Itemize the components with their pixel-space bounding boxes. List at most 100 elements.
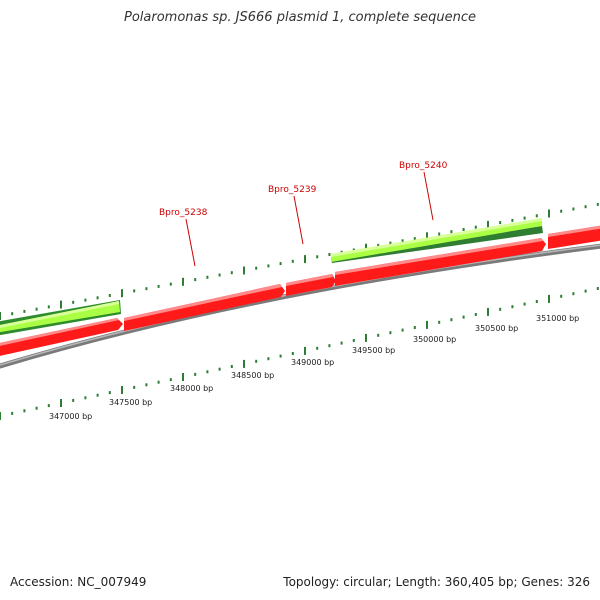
upper-track-minor-tick <box>596 202 599 206</box>
annotation-feature-left-highlight <box>0 301 119 328</box>
upper-track-minor-tick <box>450 230 453 234</box>
annotation-feature-left[interactable] <box>0 300 121 336</box>
lower-track-major-tick <box>60 399 62 407</box>
accession-text: Accession: NC_007949 <box>10 575 147 589</box>
lower-tick-track <box>0 287 599 420</box>
upper-track-major-tick <box>426 232 428 241</box>
upper-track-minor-tick <box>267 264 270 268</box>
upper-track-minor-tick <box>316 255 319 259</box>
lower-track-minor-tick <box>450 318 453 322</box>
lower-track-minor-tick <box>596 287 599 290</box>
backbone-line <box>0 243 600 369</box>
upper-track-minor-tick <box>169 282 172 286</box>
gene-arrow-bpro5239-body <box>286 274 336 296</box>
position-label-348500: 348500 bp <box>231 371 274 380</box>
lower-track-minor-tick <box>157 380 160 384</box>
upper-track-major-tick <box>243 266 245 275</box>
lower-track-minor-tick <box>535 300 538 303</box>
gene-label-bpro5239-leader <box>293 195 304 245</box>
upper-track-minor-tick <box>389 241 392 245</box>
lower-track-major-tick <box>304 346 306 355</box>
upper-track-major-tick <box>487 220 489 229</box>
lower-track-minor-tick <box>474 313 477 316</box>
position-label-348000: 348000 bp <box>170 384 213 393</box>
lower-track-minor-tick <box>401 328 404 332</box>
gene-arrow-bpro5238[interactable] <box>124 284 285 331</box>
upper-track-minor-tick <box>84 298 87 302</box>
lower-track-minor-tick <box>584 289 587 293</box>
upper-track-minor-tick <box>108 294 111 297</box>
annotation-feature-right[interactable] <box>331 218 543 263</box>
upper-track-minor-tick <box>352 248 355 252</box>
lower-track-minor-tick <box>218 367 221 371</box>
upper-track-minor-tick <box>194 278 197 282</box>
lower-track-minor-tick <box>194 372 197 376</box>
lower-track-major-tick <box>548 294 550 303</box>
lower-track-minor-tick <box>389 331 392 335</box>
gene-arrow-bpro5239[interactable] <box>286 274 336 296</box>
lower-track-minor-tick <box>84 396 87 400</box>
gene-label-bpro5238[interactable]: Bpro_5238 <box>159 208 208 218</box>
upper-track-minor-tick <box>206 275 209 279</box>
upper-track-minor-tick <box>11 312 14 316</box>
lower-track-minor-tick <box>572 292 575 296</box>
upper-track-minor-tick <box>255 266 258 270</box>
lower-track-minor-tick <box>279 354 282 358</box>
gene-arrow-right-partial-highlight <box>548 225 600 237</box>
gene-arrow-right-partial[interactable] <box>548 225 600 249</box>
position-label-351000: 351000 bp <box>536 314 579 323</box>
lower-track-major-tick <box>243 359 245 368</box>
gene-label-bpro5238-leader <box>185 218 196 267</box>
upper-track-minor-tick <box>584 205 587 209</box>
gene-arrow-right-partial-body <box>548 225 600 249</box>
lower-track-minor-tick <box>47 404 50 408</box>
lower-track-minor-tick <box>316 346 319 350</box>
lower-track-minor-tick <box>72 398 75 402</box>
upper-track-minor-tick <box>560 209 563 213</box>
upper-track-minor-tick <box>157 284 160 288</box>
gene-label-bpro5239[interactable]: Bpro_5239 <box>268 185 317 195</box>
upper-track-minor-tick <box>523 216 526 220</box>
upper-track-minor-tick <box>413 237 416 241</box>
upper-track-minor-tick <box>35 307 38 311</box>
upper-track-minor-tick <box>96 296 99 300</box>
upper-track-minor-tick <box>72 300 75 304</box>
annotation-feature-right-dark <box>331 226 543 263</box>
upper-track-minor-tick <box>230 271 233 275</box>
lower-track-minor-tick <box>230 365 233 368</box>
upper-track-minor-tick <box>474 225 477 229</box>
position-label-350500: 350500 bp <box>475 324 518 333</box>
lower-track-minor-tick <box>267 357 270 361</box>
position-label-350000: 350000 bp <box>413 335 456 344</box>
gene-arrow-left-partial[interactable] <box>0 318 123 357</box>
upper-track-major-tick <box>548 209 550 218</box>
lower-track-minor-tick <box>377 333 380 337</box>
upper-track-major-tick <box>365 243 367 252</box>
upper-track-major-tick <box>121 289 123 298</box>
upper-track-minor-tick <box>511 218 514 222</box>
gene-label-bpro5240[interactable]: Bpro_5240 <box>399 161 448 171</box>
upper-tick-track <box>0 202 599 320</box>
upper-track-minor-tick <box>133 289 136 293</box>
map-title: Polaromonas sp. JS666 plasmid 1, complet… <box>123 10 476 25</box>
gene-arrow-bpro5240-body <box>335 238 546 286</box>
lower-track-minor-tick <box>108 391 111 395</box>
lower-track-minor-tick <box>145 383 148 387</box>
lower-track-minor-tick <box>206 370 209 374</box>
lower-track-minor-tick <box>511 305 514 309</box>
lower-track-minor-tick <box>560 294 563 298</box>
lower-track-major-tick <box>121 386 123 394</box>
lower-track-minor-tick <box>462 315 465 319</box>
upper-track-minor-tick <box>377 243 380 247</box>
gene-arrow-bpro5240[interactable] <box>335 238 546 286</box>
gene-label-bpro5240-leader <box>423 171 434 221</box>
lower-track-minor-tick <box>255 359 258 363</box>
lower-track-minor-tick <box>23 409 26 413</box>
upper-track-major-tick <box>304 255 306 264</box>
upper-track-minor-tick <box>291 259 294 263</box>
lower-track-major-tick <box>365 333 367 342</box>
map-summary-text: Topology: circular; Length: 360,405 bp; … <box>283 575 590 589</box>
upper-track-minor-tick <box>499 221 502 225</box>
upper-track-major-tick <box>182 277 184 286</box>
